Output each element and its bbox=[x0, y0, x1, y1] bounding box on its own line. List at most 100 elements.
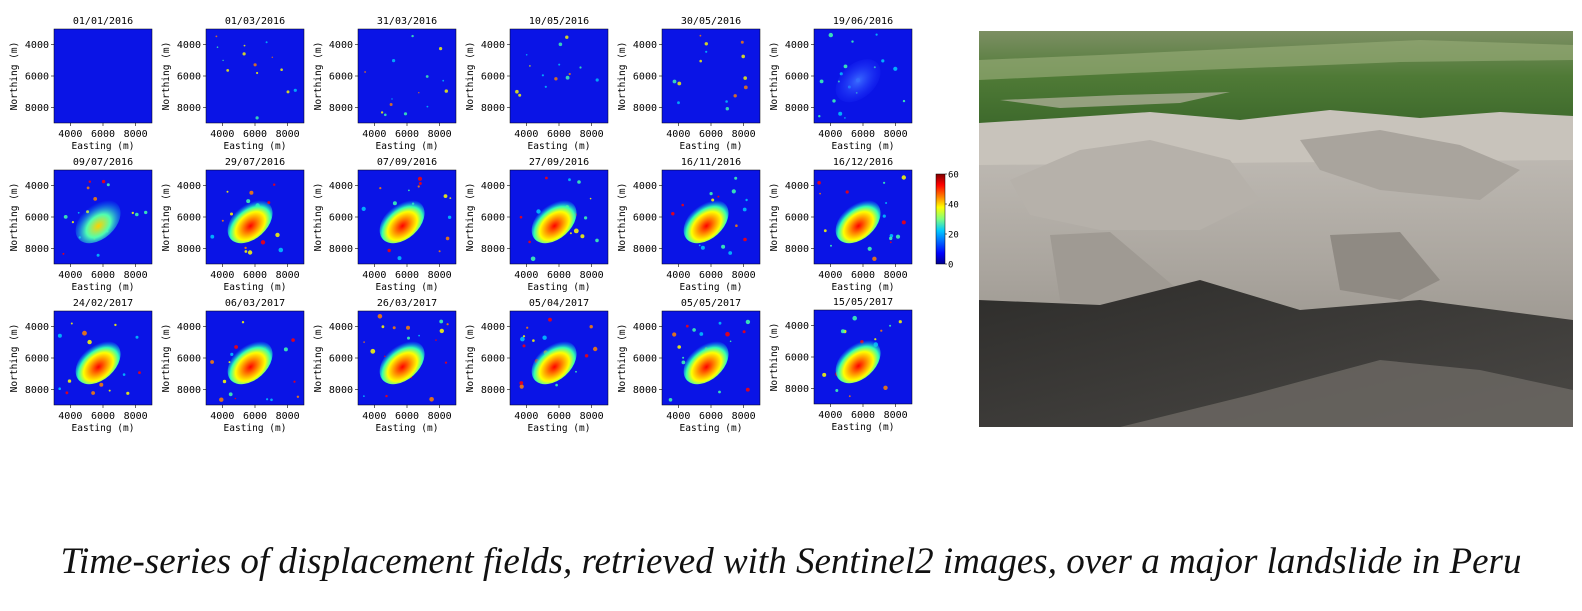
noise-spot bbox=[392, 201, 397, 206]
y-tick-label: 4000 bbox=[633, 181, 657, 192]
noise-spot bbox=[446, 323, 449, 326]
landslide-anomaly bbox=[227, 200, 273, 244]
x-axis-label: Easting (m) bbox=[528, 423, 591, 434]
noise-spot bbox=[260, 240, 266, 245]
noise-spot bbox=[745, 198, 748, 202]
noise-spot bbox=[874, 338, 877, 341]
noise-spot bbox=[542, 335, 547, 340]
noise-spot bbox=[522, 335, 526, 338]
x-tick-label: 8000 bbox=[580, 129, 604, 140]
y-tick-label: 8000 bbox=[633, 244, 657, 255]
noise-spot bbox=[403, 112, 408, 116]
x-tick-label: 8000 bbox=[884, 129, 908, 140]
noise-spot bbox=[93, 197, 98, 201]
y-tick-label: 8000 bbox=[785, 103, 809, 114]
x-tick-label: 4000 bbox=[514, 129, 538, 140]
x-axis-label: Easting (m) bbox=[376, 141, 439, 152]
noise-spot bbox=[677, 345, 681, 349]
y-tick-label: 4000 bbox=[329, 181, 353, 192]
noise-spot bbox=[568, 178, 571, 182]
x-tick-label: 4000 bbox=[210, 129, 234, 140]
noise-spot bbox=[705, 50, 708, 53]
noise-spot bbox=[867, 246, 872, 251]
y-tick-label: 8000 bbox=[177, 385, 201, 396]
panel-date: 27/09/2016 bbox=[529, 157, 589, 168]
noise-spot bbox=[844, 117, 846, 119]
noise-spot bbox=[438, 250, 441, 253]
x-tick-label: 8000 bbox=[124, 129, 148, 140]
noise-spot bbox=[381, 325, 385, 329]
noise-spot bbox=[889, 236, 893, 241]
panel-date: 15/05/2017 bbox=[833, 297, 893, 308]
noise-spot bbox=[418, 334, 420, 337]
y-tick-label: 6000 bbox=[177, 354, 201, 365]
noise-spot bbox=[247, 250, 253, 255]
y-tick-label: 6000 bbox=[177, 213, 201, 224]
x-tick-label: 4000 bbox=[58, 411, 82, 422]
panel-date: 01/03/2016 bbox=[225, 16, 285, 27]
y-tick-label: 6000 bbox=[25, 213, 49, 224]
x-axis-label: Easting (m) bbox=[72, 141, 135, 152]
x-tick-label: 6000 bbox=[91, 270, 115, 281]
colorbar: 0 20 40 60 bbox=[935, 171, 959, 271]
noise-spot bbox=[283, 347, 288, 352]
landslide-anomaly bbox=[835, 200, 881, 244]
noise-spot bbox=[377, 314, 383, 319]
noise-spot bbox=[743, 85, 748, 90]
noise-spot bbox=[522, 344, 526, 348]
y-tick-label: 4000 bbox=[481, 40, 505, 51]
noise-spot bbox=[106, 183, 110, 187]
noise-spot bbox=[526, 326, 529, 329]
y-tick-label: 8000 bbox=[329, 103, 353, 114]
noise-spot bbox=[698, 244, 701, 247]
noise-spot bbox=[681, 203, 684, 207]
noise-spot bbox=[565, 75, 570, 80]
noise-spot bbox=[733, 94, 737, 98]
y-tick-label: 6000 bbox=[481, 72, 505, 83]
noise-spot bbox=[293, 380, 296, 383]
y-axis-label: Northing (m) bbox=[9, 324, 20, 393]
noise-spot bbox=[740, 40, 744, 44]
y-tick-label: 8000 bbox=[25, 385, 49, 396]
landslide-anomaly bbox=[835, 340, 881, 384]
panel-background bbox=[510, 29, 608, 123]
noise-spot bbox=[417, 185, 420, 188]
y-axis-label: Northing (m) bbox=[769, 183, 780, 252]
panel-date: 09/07/2016 bbox=[73, 157, 133, 168]
noise-spot bbox=[901, 220, 906, 225]
noise-spot bbox=[569, 232, 572, 235]
x-tick-label: 6000 bbox=[547, 129, 571, 140]
noise-spot bbox=[65, 391, 69, 395]
noise-spot bbox=[584, 354, 589, 358]
y-tick-label: 6000 bbox=[481, 213, 505, 224]
y-axis-label: Northing (m) bbox=[313, 42, 324, 111]
x-tick-label: 6000 bbox=[699, 129, 723, 140]
y-tick-label: 6000 bbox=[25, 72, 49, 83]
y-tick-label: 8000 bbox=[481, 385, 505, 396]
y-tick-label: 4000 bbox=[785, 321, 809, 332]
noise-spot bbox=[439, 47, 443, 51]
x-axis-label: Easting (m) bbox=[72, 282, 135, 293]
y-axis-label: Northing (m) bbox=[617, 42, 628, 111]
noise-spot bbox=[734, 176, 738, 180]
panel-date: 29/07/2016 bbox=[225, 157, 285, 168]
noise-spot bbox=[520, 336, 525, 342]
noise-spot bbox=[271, 56, 273, 58]
noise-spot bbox=[565, 35, 569, 39]
y-tick-label: 6000 bbox=[785, 353, 809, 364]
noise-spot bbox=[882, 214, 886, 218]
noise-spot bbox=[99, 382, 104, 387]
noise-spot bbox=[392, 59, 396, 63]
noise-spot bbox=[265, 41, 268, 44]
noise-spot bbox=[558, 42, 563, 47]
noise-spot bbox=[554, 77, 558, 81]
noise-spot bbox=[699, 59, 702, 63]
x-tick-label: 8000 bbox=[276, 129, 300, 140]
noise-spot bbox=[880, 329, 883, 332]
x-axis-label: Easting (m) bbox=[680, 141, 743, 152]
noise-spot bbox=[575, 370, 577, 373]
